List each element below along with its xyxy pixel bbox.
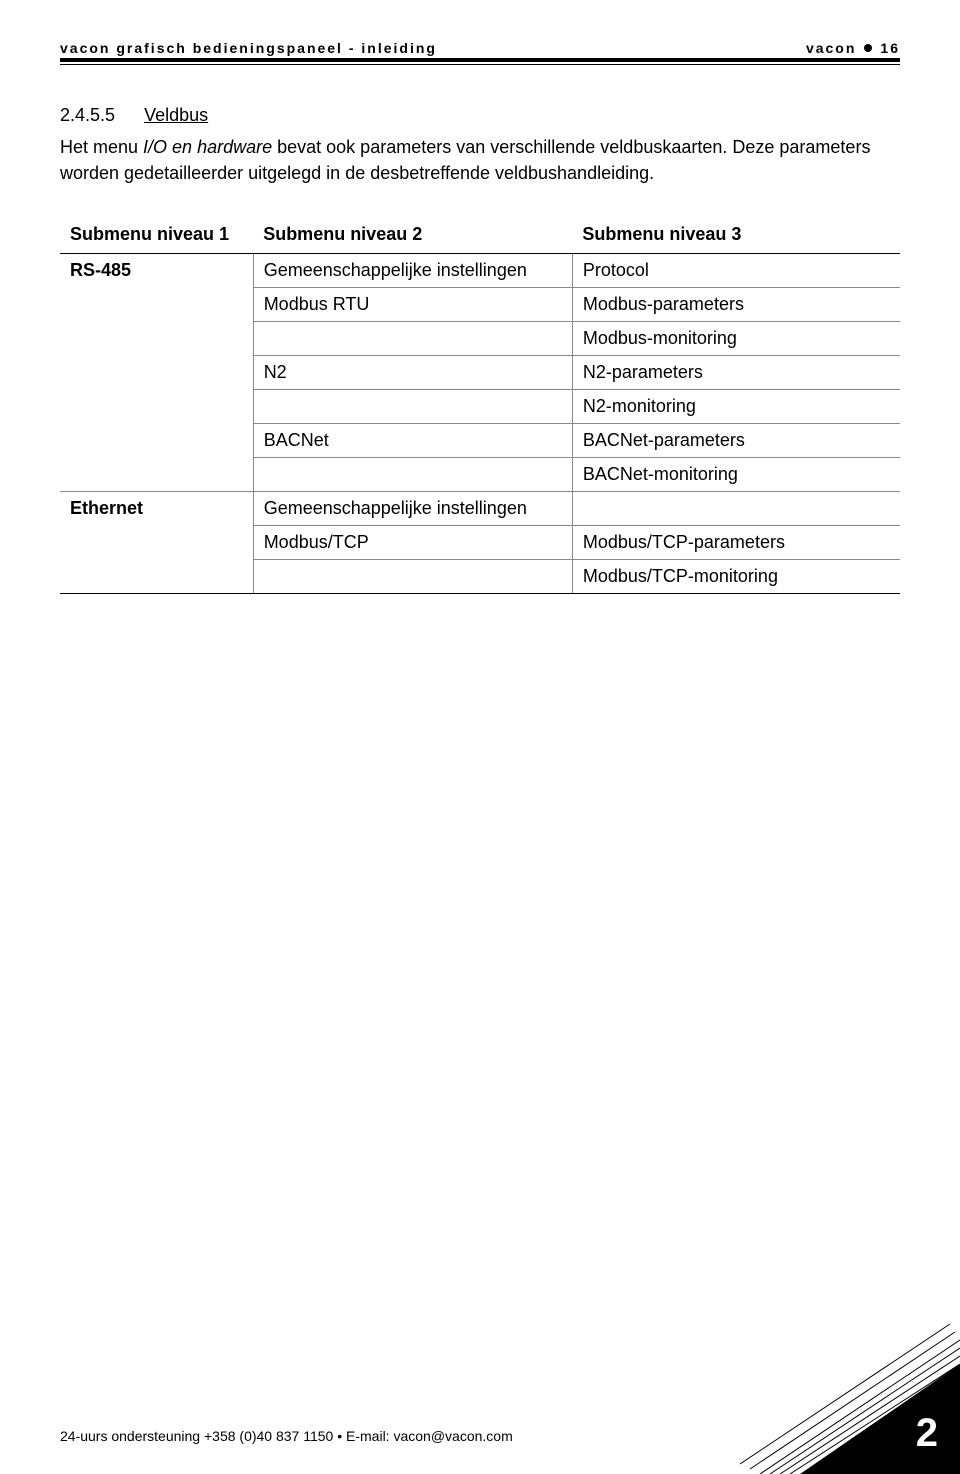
header-left: Vacon grafisch bedieningspaneel - inleid…	[60, 40, 437, 56]
table-cell	[60, 356, 253, 390]
table-cell	[60, 458, 253, 492]
table-cell	[253, 458, 572, 492]
table-cell	[60, 288, 253, 322]
table-cell: Modbus RTU	[253, 288, 572, 322]
table-cell: Modbus/TCP	[253, 526, 572, 560]
section-number: 2.4.5.5	[60, 105, 115, 125]
section-title: Veldbus	[144, 105, 208, 125]
header-right: vacon 16	[806, 40, 900, 56]
table-cell	[572, 492, 900, 526]
paragraph-part-1: Het menu	[60, 137, 143, 157]
table-cell	[60, 390, 253, 424]
table-cell: Gemeenschappelijke instellingen	[253, 492, 572, 526]
table-row: Modbus/TCP-monitoring	[60, 560, 900, 594]
table-cell: Modbus-monitoring	[572, 322, 900, 356]
table-cell: N2	[253, 356, 572, 390]
table-cell: Modbus-parameters	[572, 288, 900, 322]
table-cell: N2-parameters	[572, 356, 900, 390]
table-row: Modbus-monitoring	[60, 322, 900, 356]
section-heading: 2.4.5.5 Veldbus	[60, 105, 900, 126]
intro-paragraph: Het menu I/O en hardware bevat ook param…	[60, 134, 900, 186]
table-row: BACNetBACNet-parameters	[60, 424, 900, 458]
bullet-icon	[864, 44, 872, 52]
table-cell	[253, 322, 572, 356]
table-row: Modbus/TCPModbus/TCP-parameters	[60, 526, 900, 560]
table-row: EthernetGemeenschappelijke instellingen	[60, 492, 900, 526]
table-row: N2N2-parameters	[60, 356, 900, 390]
table-cell: BACNet-parameters	[572, 424, 900, 458]
table-cell	[253, 390, 572, 424]
header-page-number: 16	[880, 40, 900, 56]
table-cell	[60, 322, 253, 356]
table-cell: Protocol	[572, 254, 900, 288]
table-row: N2-monitoring	[60, 390, 900, 424]
table-cell: Gemeenschappelijke instellingen	[253, 254, 572, 288]
table-cell: N2-monitoring	[572, 390, 900, 424]
paragraph-italic: I/O en hardware	[143, 137, 272, 157]
table-header-2: Submenu niveau 2	[253, 216, 572, 254]
table-row: Modbus RTUModbus-parameters	[60, 288, 900, 322]
table-cell: Modbus/TCP-parameters	[572, 526, 900, 560]
header-brand: vacon	[806, 40, 856, 56]
table-cell: Modbus/TCP-monitoring	[572, 560, 900, 594]
table-cell: BACNet	[253, 424, 572, 458]
table-cell	[60, 424, 253, 458]
table-cell: RS-485	[60, 254, 253, 288]
table-row: RS-485Gemeenschappelijke instellingenPro…	[60, 254, 900, 288]
table-cell	[60, 526, 253, 560]
chapter-number: 2	[916, 1411, 938, 1456]
table-cell	[253, 560, 572, 594]
submenu-table: Submenu niveau 1 Submenu niveau 2 Submen…	[60, 216, 900, 594]
header-rule	[60, 58, 900, 65]
table-cell	[60, 560, 253, 594]
table-header-3: Submenu niveau 3	[572, 216, 900, 254]
table-header-1: Submenu niveau 1	[60, 216, 253, 254]
footer-text: 24-uurs ondersteuning +358 (0)40 837 115…	[60, 1428, 513, 1444]
table-cell: BACNet-monitoring	[572, 458, 900, 492]
table-cell: Ethernet	[60, 492, 253, 526]
table-row: BACNet-monitoring	[60, 458, 900, 492]
corner-graphic: 2	[740, 1314, 960, 1474]
page-header: Vacon grafisch bedieningspaneel - inleid…	[60, 40, 900, 56]
